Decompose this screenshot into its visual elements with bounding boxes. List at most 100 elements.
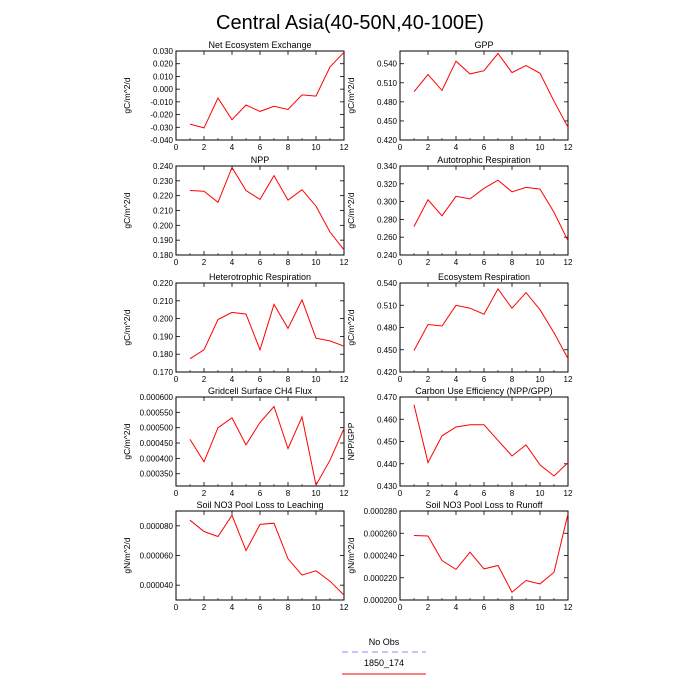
y-tick-label: 0.000400 xyxy=(140,454,174,463)
x-tick-label: 8 xyxy=(510,603,515,612)
y-tick-label: 0.340 xyxy=(377,162,398,171)
x-tick-label: 10 xyxy=(536,258,545,267)
y-tick-label: 0.000040 xyxy=(140,581,174,590)
y-tick-label: 0.420 xyxy=(377,368,398,377)
y-tick-label: 0.000240 xyxy=(364,552,398,561)
x-tick-label: 0 xyxy=(398,603,403,612)
y-tick-label: -0.010 xyxy=(150,98,173,107)
y-tick-label: 0.470 xyxy=(377,393,398,402)
chart-panel-8: Carbon Use Efficiency (NPP/GPP) 0 2 4 6 8 10 12… xyxy=(346,386,573,498)
x-tick-label: 10 xyxy=(312,489,321,498)
x-tick-label: 8 xyxy=(286,489,291,498)
y-tick-label: 0.480 xyxy=(377,98,398,107)
x-tick-label: 4 xyxy=(454,258,459,267)
x-tick-label: 12 xyxy=(340,603,349,612)
y-tick-label: 0.030 xyxy=(153,47,174,56)
y-tick-label: 0.180 xyxy=(153,350,174,359)
chart-panel-2: GPP 0 2 4 6 8 10 12 0.420 0.450 0.480 0.510 0.540 gC/… xyxy=(346,40,573,152)
y-axis-label: NPP/GPP xyxy=(346,422,356,460)
y-tick-label: 0.000550 xyxy=(140,408,174,417)
x-tick-label: 6 xyxy=(258,375,263,384)
chart-panel-5: Heterotrophic Respiration 0 2 4 6 8 10 12 0.170 0… xyxy=(122,272,349,384)
panel-title: Autotrophic Respiration xyxy=(437,155,531,165)
x-tick-label: 8 xyxy=(286,375,291,384)
plot-frame xyxy=(399,282,569,373)
y-tick-label: 0.540 xyxy=(377,279,398,288)
y-tick-label: 0.320 xyxy=(377,180,398,189)
x-tick-label: 4 xyxy=(230,258,235,267)
y-tick-label: 0.510 xyxy=(377,79,398,88)
y-tick-label: 0.260 xyxy=(377,233,398,242)
y-tick-label: 0.460 xyxy=(377,415,398,424)
y-tick-label: 0.240 xyxy=(153,162,174,171)
x-tick-label: 6 xyxy=(482,603,487,612)
panel-grid: Net Ecosystem Exchange 0 2 4 6 8 10 12 -0.040 -0.… xyxy=(122,40,573,612)
x-tick-label: 0 xyxy=(174,375,179,384)
plot-frame xyxy=(175,282,345,373)
x-tick-label: 6 xyxy=(258,143,263,152)
y-axis-label: gC/m^2/d xyxy=(122,309,132,345)
panel-title: Net Ecosystem Exchange xyxy=(208,40,311,50)
x-tick-label: 4 xyxy=(454,143,459,152)
panel-title: NPP xyxy=(251,155,270,165)
x-tick-label: 2 xyxy=(426,603,431,612)
x-tick-label: 12 xyxy=(564,375,573,384)
x-tick-label: 8 xyxy=(286,603,291,612)
panel-title: Soil NO3 Pool Loss to Runoff xyxy=(426,500,543,510)
panel-title: Heterotrophic Respiration xyxy=(209,272,311,282)
x-tick-label: 4 xyxy=(230,375,235,384)
x-tick-label: 8 xyxy=(510,258,515,267)
x-tick-label: 2 xyxy=(202,375,207,384)
x-tick-label: 0 xyxy=(398,143,403,152)
x-tick-label: 0 xyxy=(398,489,403,498)
x-tick-label: 6 xyxy=(258,603,263,612)
x-tick-label: 12 xyxy=(564,489,573,498)
x-tick-label: 2 xyxy=(202,258,207,267)
x-tick-label: 0 xyxy=(174,603,179,612)
y-tick-label: 0.280 xyxy=(377,215,398,224)
y-tick-label: 0.000 xyxy=(153,85,174,94)
y-tick-label: 0.220 xyxy=(153,279,174,288)
x-tick-label: 2 xyxy=(202,143,207,152)
x-tick-label: 0 xyxy=(174,143,179,152)
x-tick-label: 4 xyxy=(454,375,459,384)
x-tick-label: 4 xyxy=(454,603,459,612)
y-tick-label: 0.200 xyxy=(153,315,174,324)
x-tick-label: 2 xyxy=(426,375,431,384)
panel-title: Ecosystem Respiration xyxy=(438,272,530,282)
x-tick-label: 8 xyxy=(510,375,515,384)
x-tick-label: 2 xyxy=(426,143,431,152)
y-tick-label: 0.000260 xyxy=(364,529,398,538)
y-tick-label: 0.170 xyxy=(153,368,174,377)
x-tick-label: 4 xyxy=(454,489,459,498)
x-tick-label: 8 xyxy=(510,143,515,152)
y-tick-label: 0.480 xyxy=(377,324,398,333)
plot-frame xyxy=(399,510,569,601)
y-axis-label: gC/m^2/d xyxy=(346,77,356,113)
series-line xyxy=(413,513,569,593)
y-tick-label: 0.300 xyxy=(377,198,398,207)
y-tick-label: 0.000080 xyxy=(140,522,174,531)
x-tick-label: 12 xyxy=(564,143,573,152)
x-tick-label: 2 xyxy=(202,603,207,612)
series-line xyxy=(189,405,345,487)
panel-title: Soil NO3 Pool Loss to Leaching xyxy=(196,500,323,510)
y-tick-label: 0.450 xyxy=(377,438,398,447)
y-tick-label: 0.540 xyxy=(377,60,398,69)
plot-frame xyxy=(399,50,569,141)
x-tick-label: 10 xyxy=(536,375,545,384)
y-tick-label: 0.510 xyxy=(377,301,398,310)
chart-panel-10: Soil NO3 Pool Loss to Runoff 0 2 4 6 8 10 12 0.0… xyxy=(346,500,573,612)
y-tick-label: 0.430 xyxy=(377,482,398,491)
figure-title: Central Asia(40-50N,40-100E) xyxy=(216,12,484,34)
panel-title: Carbon Use Efficiency (NPP/GPP) xyxy=(415,386,552,396)
x-tick-label: 6 xyxy=(482,258,487,267)
x-tick-label: 12 xyxy=(564,258,573,267)
series-line xyxy=(413,179,569,242)
y-tick-label: 0.420 xyxy=(377,136,398,145)
chart-panel-9: Soil NO3 Pool Loss to Leaching 0 2 4 6 8 10 12 0… xyxy=(122,500,349,612)
y-tick-label: 0.000060 xyxy=(140,552,174,561)
x-tick-label: 12 xyxy=(340,143,349,152)
y-tick-label: 0.450 xyxy=(377,117,398,126)
